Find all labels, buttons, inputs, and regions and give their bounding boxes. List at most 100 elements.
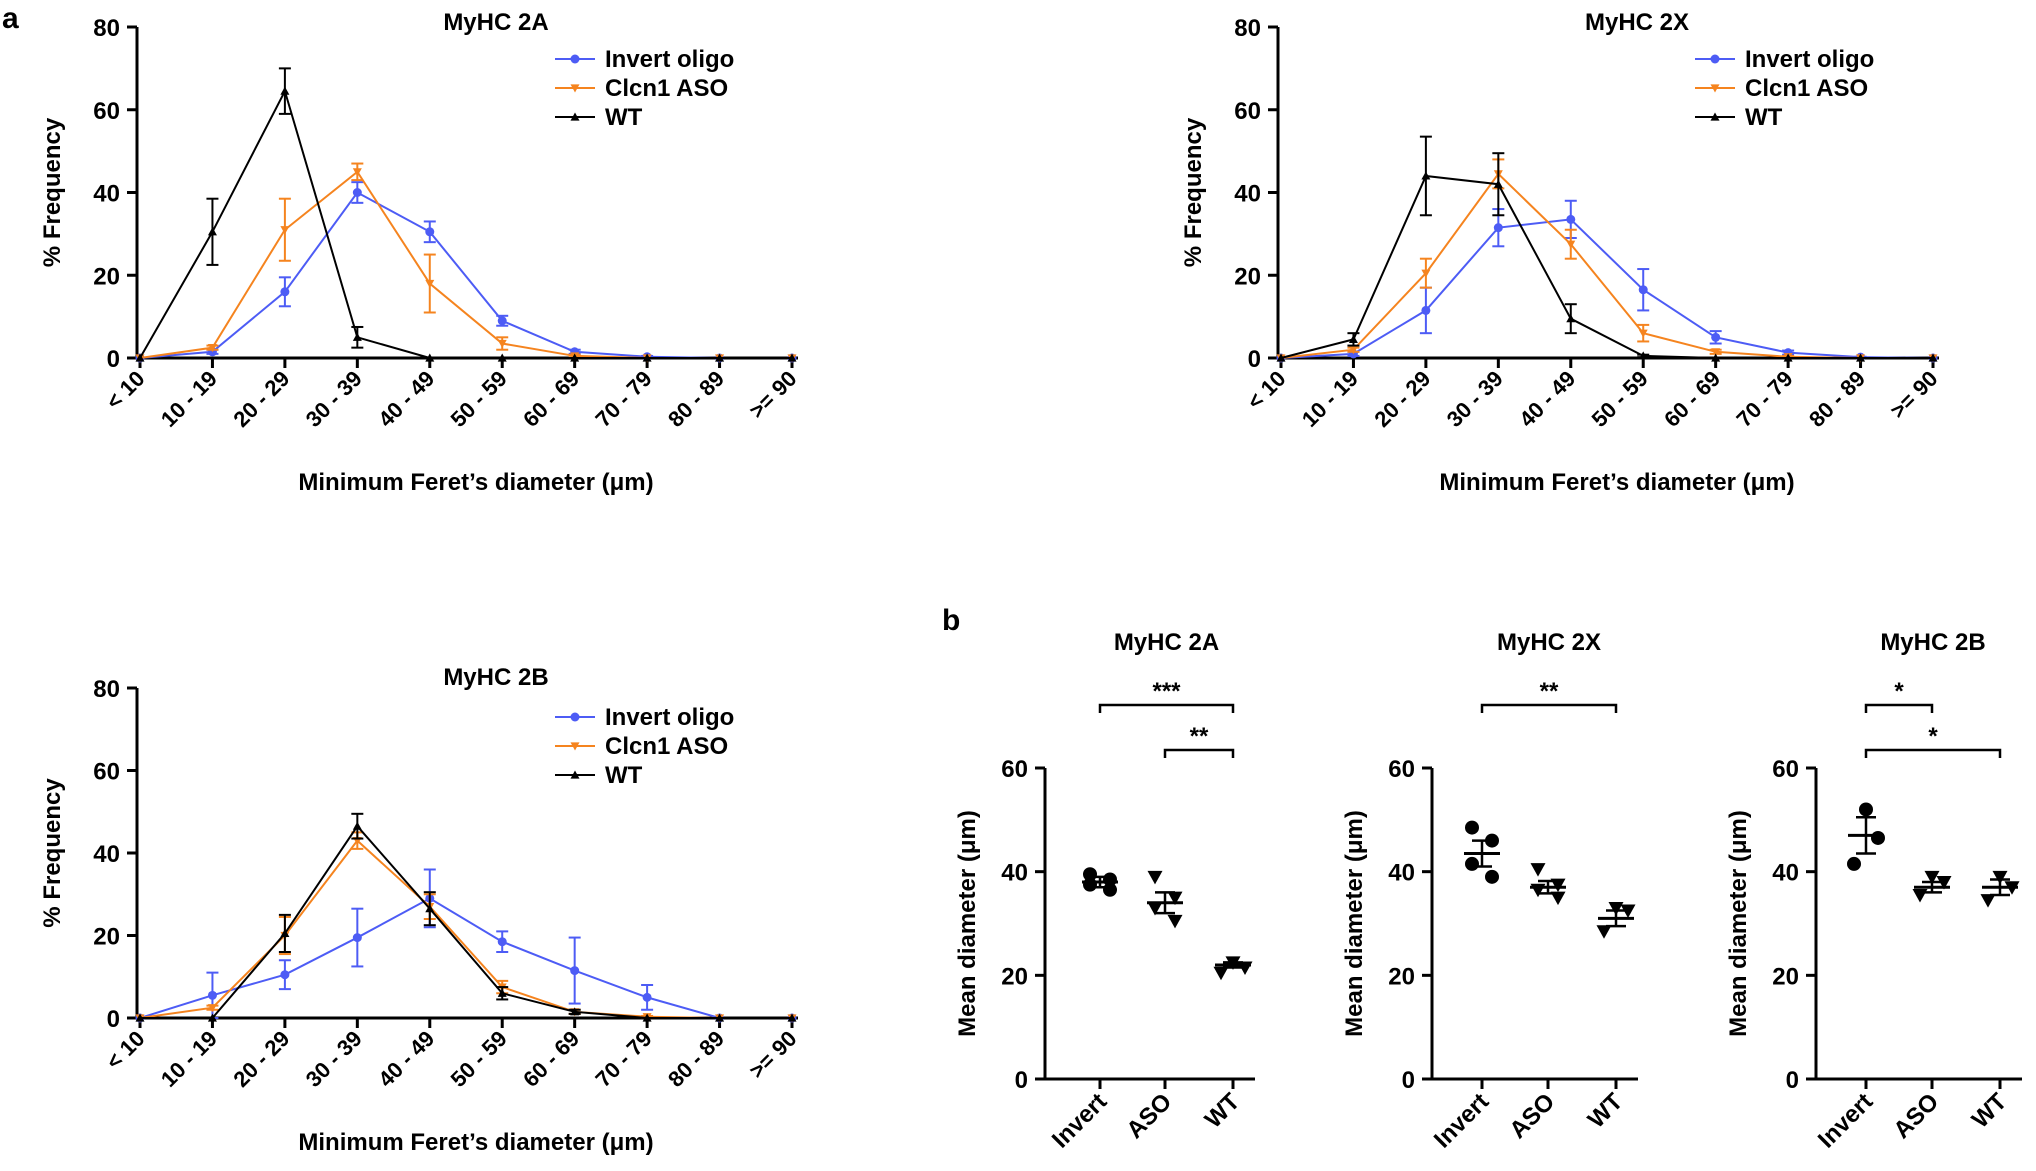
- y-tick-label: 40: [1388, 860, 1415, 887]
- chart-title: MyHC 2B: [1880, 629, 1985, 656]
- y-tick-label: 0: [1786, 1067, 1799, 1094]
- y-tick-label: 60: [1001, 756, 1028, 783]
- legend-marker-wt: [570, 112, 580, 121]
- data-point: [1847, 856, 1861, 871]
- series-wt: [135, 812, 797, 1022]
- chart-title: MyHC 2A: [443, 9, 548, 36]
- data-point-wt: [207, 227, 217, 236]
- data-point-wt: [497, 353, 507, 362]
- panel-letter-a: a: [2, 2, 19, 35]
- data-point-wt: [787, 1013, 797, 1022]
- data-point-aso: [1566, 240, 1576, 249]
- data-point: [1936, 876, 1952, 890]
- data-point-invert: [280, 970, 290, 980]
- series-line-invert: [139, 191, 792, 359]
- y-tick-label: 20: [1772, 963, 1799, 990]
- chart-title: MyHC 2A: [1114, 629, 1219, 656]
- significance-label: ***: [1152, 678, 1181, 705]
- legend-label-aso: Clcn1 ASO: [1745, 75, 1868, 102]
- y-tick-label: 60: [1234, 98, 1261, 125]
- y-axis-label: % Frequency: [1180, 117, 1207, 267]
- legend-label-wt: WT: [1745, 104, 1783, 131]
- data-point-aso: [425, 279, 435, 289]
- data-point-wt: [1928, 353, 1938, 362]
- x-tick-label: >= 90: [744, 366, 801, 423]
- group-aso: [1147, 870, 1183, 929]
- data-point: [1167, 891, 1183, 906]
- x-tick-label: 50 - 59: [1587, 366, 1653, 432]
- data-point-wt: [207, 1013, 217, 1022]
- y-tick-label: 20: [93, 924, 120, 951]
- data-point-wt: [135, 1013, 145, 1022]
- data-point-invert: [570, 966, 580, 976]
- x-tick-label: >= 90: [744, 1026, 801, 1083]
- data-point: [1147, 901, 1163, 916]
- data-point-wt: [1566, 314, 1576, 323]
- y-tick-label: 60: [1388, 756, 1415, 783]
- data-point-wt: [642, 1013, 652, 1022]
- series-invert: [135, 181, 797, 363]
- x-tick-label: 40 - 49: [1514, 366, 1580, 432]
- series-aso: [1276, 158, 1938, 363]
- data-point-invert: [280, 287, 290, 297]
- y-tick-label: 40: [1234, 181, 1261, 208]
- data-point: [1992, 870, 2008, 885]
- data-point: [1465, 856, 1479, 871]
- group-aso: [1530, 863, 1566, 906]
- y-tick-label: 40: [1772, 860, 1799, 887]
- data-point: [1485, 869, 1499, 884]
- significance-bracket: [1864, 703, 1934, 713]
- data-point-invert: [1493, 223, 1503, 233]
- x-tick-label: 50 - 59: [446, 366, 512, 432]
- data-point: [1550, 891, 1566, 906]
- data-point-invert: [1566, 214, 1576, 224]
- significance-label: *: [1894, 678, 1904, 705]
- y-tick-label: 80: [93, 15, 120, 42]
- legend-marker-invert: [570, 712, 580, 722]
- x-tick-label: WT: [1200, 1088, 1246, 1134]
- data-point: [1103, 882, 1117, 897]
- series-line-wt: [140, 824, 792, 1019]
- significance-label: *: [1928, 723, 1938, 750]
- series-line-wt: [1280, 174, 1933, 359]
- x-tick-label: 10 - 19: [156, 1026, 222, 1092]
- data-point-wt: [715, 1013, 725, 1022]
- scatter-chart-myhc-2x: MyHC 2X 0 20 40 60 Mean diameter (μm) Invert AS…: [1341, 629, 1638, 1153]
- y-axis-label: % Frequency: [39, 778, 66, 928]
- data-point-invert: [425, 227, 435, 237]
- data-point-invert: [1638, 285, 1648, 295]
- data-point-aso: [1421, 269, 1431, 278]
- legend-marker-aso: [570, 742, 580, 751]
- data-point-invert: [352, 188, 362, 197]
- x-tick-label: 20 - 29: [1369, 366, 1435, 432]
- data-point-wt: [715, 353, 725, 362]
- legend-label-wt: WT: [605, 104, 643, 131]
- x-tick-label: 60 - 69: [518, 366, 584, 432]
- y-tick-label: 20: [93, 263, 120, 290]
- y-tick-label: 40: [1001, 860, 1028, 887]
- y-axis-label: Mean diameter (μm): [954, 810, 981, 1037]
- x-tick-label: WT: [1583, 1088, 1629, 1134]
- x-tick-label: 80 - 89: [663, 1026, 729, 1092]
- data-point-invert: [1711, 332, 1721, 342]
- scatter-chart-myhc-2a: MyHC 2A 0 20 40 60 Mean diameter (μm) Invert AS…: [954, 629, 1255, 1153]
- legend-label-invert: Invert oligo: [605, 46, 734, 73]
- x-tick-label: 70 - 79: [1732, 366, 1798, 432]
- significance-bracket: [1480, 703, 1618, 713]
- group-wt: [1596, 901, 1636, 939]
- x-tick-label: 60 - 69: [518, 1026, 584, 1092]
- data-point-aso: [1638, 329, 1648, 338]
- y-axis-label: Mean diameter (μm): [1725, 810, 1752, 1037]
- significance-label: **: [1190, 723, 1209, 750]
- legend-marker-aso: [1710, 84, 1720, 93]
- data-point-wt: [1493, 179, 1503, 188]
- x-tick-label: 20 - 29: [228, 366, 294, 432]
- x-tick-label: 40 - 49: [373, 1026, 439, 1092]
- legend-marker-wt: [1710, 112, 1720, 121]
- chart-title: MyHC 2B: [443, 664, 548, 691]
- chart-title: MyHC 2X: [1585, 9, 1689, 36]
- legend-label-invert: Invert oligo: [605, 704, 734, 731]
- x-tick-label: WT: [1967, 1088, 2013, 1134]
- x-tick-label: Invert: [1429, 1088, 1494, 1153]
- x-tick-label: 80 - 89: [1804, 366, 1870, 432]
